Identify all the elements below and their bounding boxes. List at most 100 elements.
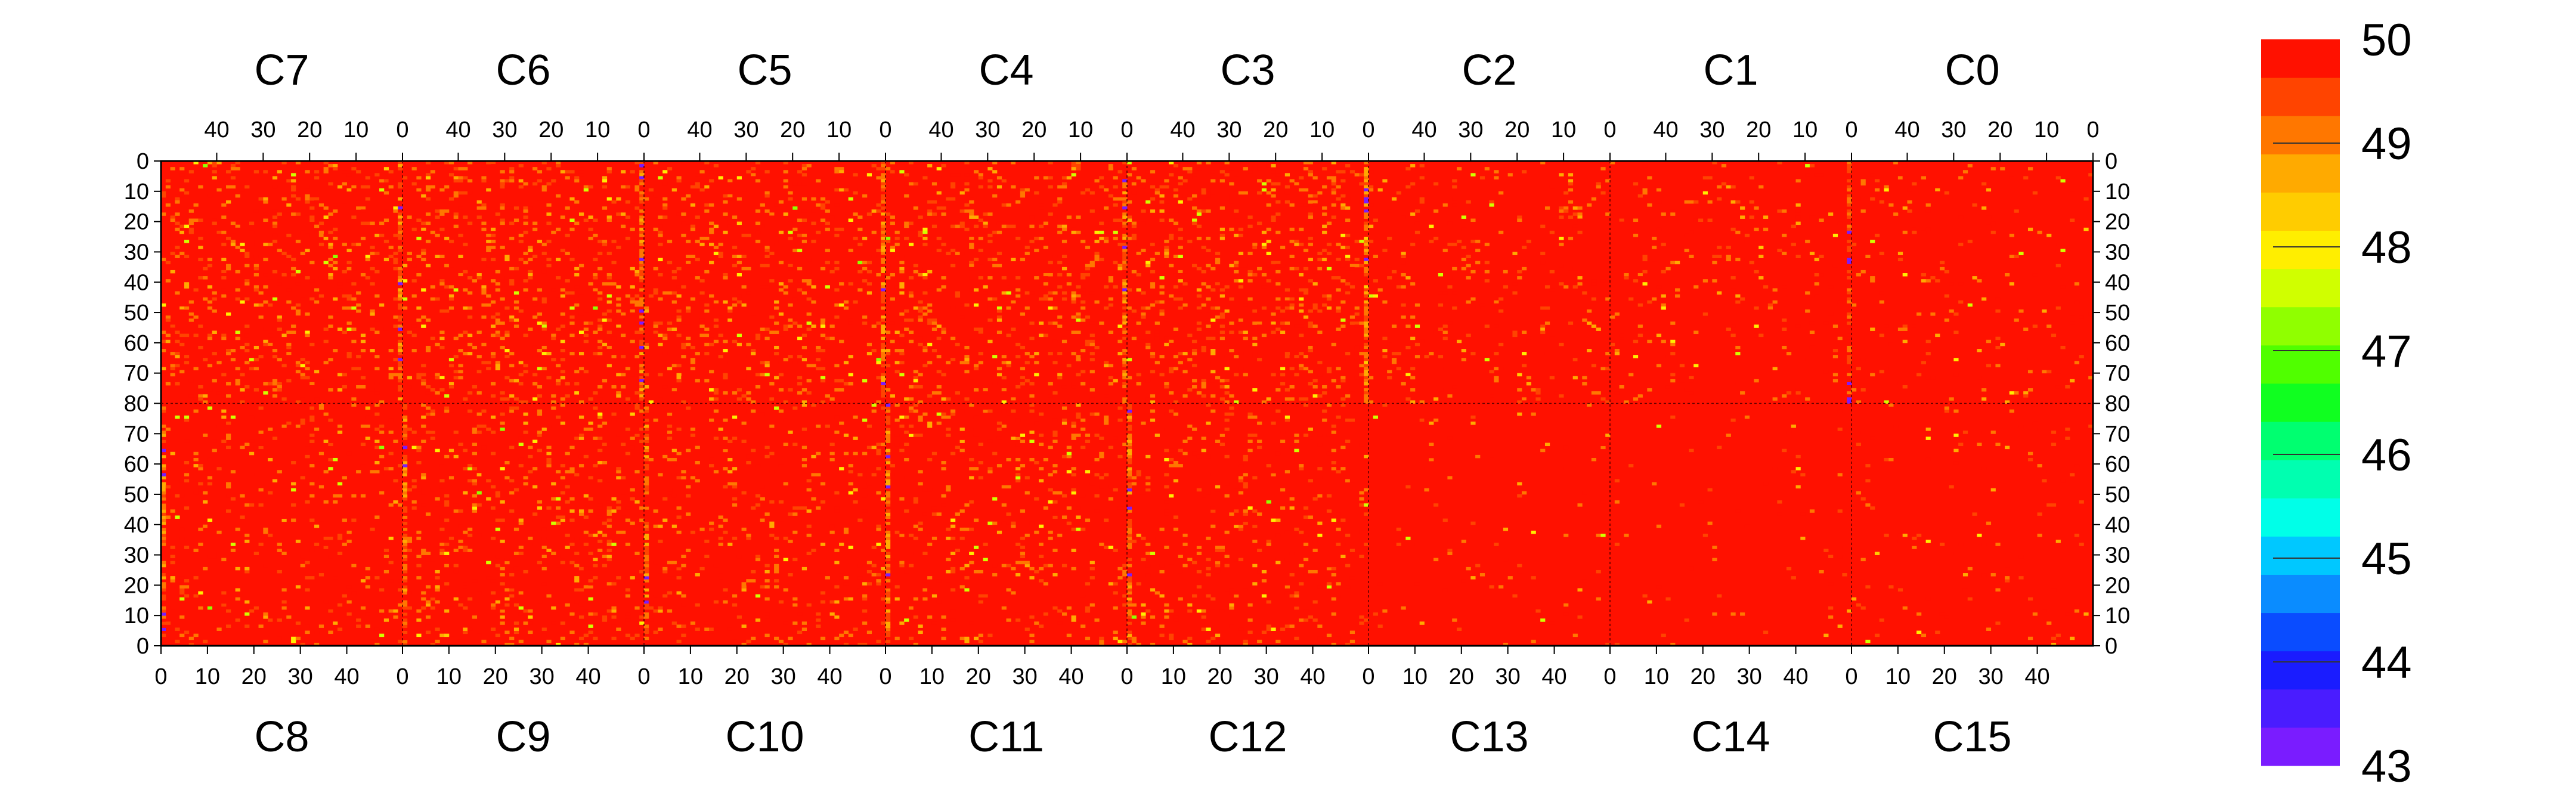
heatmap-cell: [1048, 273, 1053, 277]
heatmap-cell: [671, 315, 677, 319]
heatmap-cell: [495, 564, 500, 568]
heatmap-cell: [161, 627, 166, 631]
heatmap-cell: [463, 491, 468, 495]
heatmap-cell: [783, 291, 788, 295]
heatmap-cell: [509, 352, 515, 355]
heatmap-cell: [922, 230, 928, 234]
heatmap-cell: [1433, 182, 1439, 186]
heatmap-cell: [240, 400, 245, 404]
heatmap-cell: [402, 537, 408, 540]
heatmap-cell: [1192, 364, 1197, 367]
heatmap-cell: [639, 327, 645, 331]
heatmap-cell: [583, 333, 589, 338]
heatmap-cell: [732, 297, 738, 301]
heatmap-cell: [616, 309, 621, 313]
heatmap-cell: [1136, 176, 1141, 179]
heatmap-cell: [625, 185, 631, 189]
heatmap-cell: [881, 237, 886, 240]
heatmap-cell: [1568, 179, 1574, 182]
heatmap-cell: [1981, 397, 1987, 401]
heatmap-cell: [2037, 230, 2042, 234]
heatmap-cell: [1127, 161, 1132, 165]
heatmap-cell: [383, 618, 389, 622]
heatmap-cell: [1122, 370, 1128, 374]
heatmap-cell: [1187, 400, 1193, 404]
heatmap-cell: [244, 333, 250, 338]
heatmap-cell: [1331, 215, 1336, 219]
heatmap-cell: [1122, 182, 1128, 186]
heatmap-cell: [1131, 191, 1137, 195]
heatmap-cell: [671, 388, 677, 392]
heatmap-cell: [203, 500, 208, 504]
heatmap-cell: [402, 197, 408, 201]
heatmap-cell: [866, 291, 872, 295]
heatmap-cell: [1131, 315, 1137, 319]
heatmap-cell: [1605, 400, 1611, 404]
heatmap-cell: [1317, 394, 1323, 398]
heatmap-cell: [1108, 303, 1114, 307]
heatmap-cell: [1061, 336, 1067, 340]
heatmap-cell: [318, 230, 324, 234]
heatmap-cell: [918, 379, 923, 383]
heatmap-cell: [713, 397, 719, 401]
heatmap-cell: [755, 385, 761, 389]
heatmap-cell: [1308, 324, 1313, 328]
heatmap-cell: [402, 191, 408, 195]
heatmap-cell: [444, 309, 450, 313]
heatmap-cell: [1071, 167, 1076, 171]
heatmap-cell: [416, 373, 422, 377]
heatmap-cell: [1261, 273, 1267, 277]
heatmap-cell: [2014, 206, 2019, 210]
heatmap-cell: [704, 333, 710, 338]
heatmap-cell: [658, 230, 663, 234]
heatmap-cell: [546, 212, 552, 216]
heatmap-cell: [281, 364, 287, 367]
heatmap-cell: [1071, 294, 1076, 298]
heatmap-cell: [1150, 370, 1156, 374]
heatmap-cell: [1145, 261, 1151, 265]
heatmap-cell: [996, 309, 1002, 313]
heatmap-cell: [1108, 221, 1114, 225]
heatmap-cell: [1507, 173, 1513, 177]
heatmap-cell: [1345, 164, 1351, 168]
heatmap-cell: [421, 515, 426, 519]
heatmap-cell: [407, 540, 412, 543]
heatmap-cell: [309, 576, 315, 580]
heatmap-cell: [964, 370, 970, 374]
heatmap-cell: [574, 285, 580, 289]
heatmap-cell: [894, 330, 900, 335]
heatmap-cell: [588, 227, 593, 231]
heatmap-cell: [904, 194, 909, 198]
heatmap-cell: [1034, 237, 1039, 240]
heatmap-cell: [1192, 218, 1197, 222]
heatmap-cell: [1763, 285, 1769, 289]
heatmap-cell: [407, 215, 412, 219]
heatmap-cell: [509, 394, 515, 398]
heatmap-cell: [1364, 227, 1369, 231]
heatmap-cell: [1219, 288, 1225, 292]
heatmap-cell: [1336, 261, 1341, 265]
heatmap-cell: [1289, 179, 1295, 182]
heatmap-cell: [1670, 373, 1676, 377]
heatmap-cell: [1048, 176, 1053, 179]
heatmap-cell: [1159, 355, 1165, 358]
heatmap-cell: [560, 339, 565, 343]
heatmap-cell: [472, 279, 478, 283]
heatmap-cell: [184, 546, 190, 549]
heatmap-cell: [1884, 188, 1889, 192]
heatmap-cell: [973, 327, 979, 331]
heatmap-cell: [425, 552, 431, 555]
heatmap-cell: [416, 176, 422, 179]
heatmap-cell: [834, 388, 840, 392]
heatmap-cell: [1503, 164, 1509, 168]
heatmap-cell: [1382, 161, 1388, 165]
heatmap-cell: [2051, 243, 2057, 246]
heatmap-cell: [333, 312, 338, 316]
heatmap-cell: [416, 434, 422, 437]
heatmap-cell: [481, 425, 487, 428]
heatmap-cell: [709, 294, 714, 298]
heatmap-cell: [365, 276, 370, 280]
heatmap-cell: [513, 206, 519, 210]
heatmap-cell: [1224, 400, 1230, 404]
heatmap-cell: [1252, 355, 1258, 358]
